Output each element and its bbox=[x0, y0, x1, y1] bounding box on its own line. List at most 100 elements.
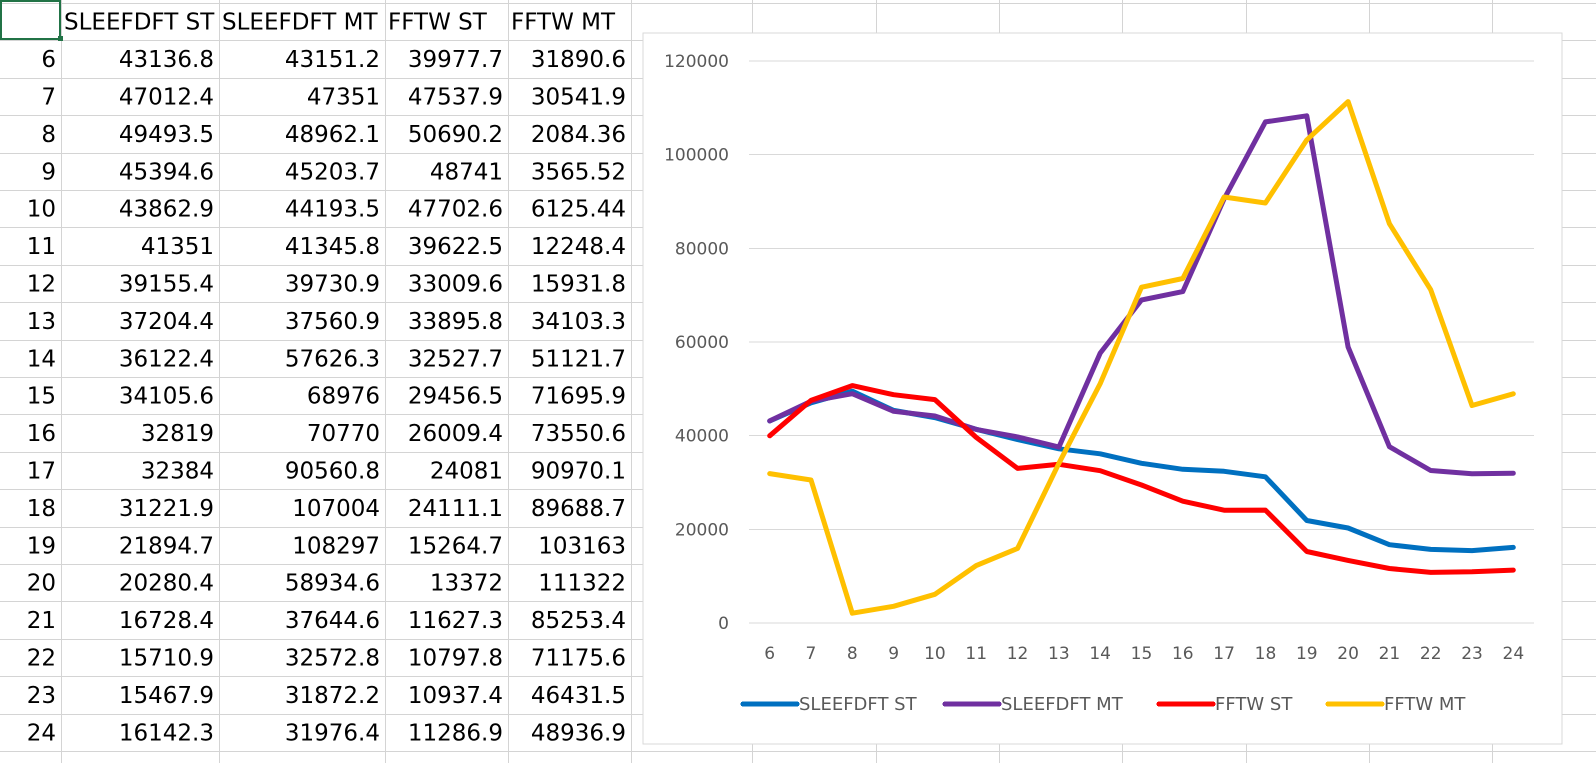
cell-sleefdft-mt[interactable]: 44193.5 bbox=[285, 197, 380, 223]
cell-sleefdft-st[interactable]: 49493.5 bbox=[119, 122, 214, 148]
cell-sleefdft-st[interactable]: 36122.4 bbox=[119, 346, 214, 372]
cell-sleefdft-st[interactable]: 21894.7 bbox=[119, 533, 214, 559]
series-line-sleefdft-mt[interactable] bbox=[767, 113, 1516, 477]
cell-fftw-mt[interactable]: 3565.52 bbox=[531, 159, 626, 185]
cell-row-header[interactable]: 14 bbox=[27, 346, 56, 372]
legend-label-sleefdft-st[interactable]: SLEEFDFT ST bbox=[799, 694, 918, 715]
cell-sleefdft-st[interactable]: 39155.4 bbox=[119, 272, 214, 298]
cell-fftw-st[interactable]: 24111.1 bbox=[408, 496, 503, 522]
cell-sleefdft-st[interactable]: 43862.9 bbox=[119, 197, 214, 223]
cell-sleefdft-st[interactable]: 32384 bbox=[141, 459, 214, 485]
cell-row-header[interactable]: 7 bbox=[41, 85, 56, 111]
cell-row-header[interactable]: 18 bbox=[27, 496, 56, 522]
header-sleefdft-mt[interactable]: SLEEFDFT MT bbox=[222, 10, 378, 36]
cell-fftw-mt[interactable]: 31890.6 bbox=[531, 47, 626, 73]
cell-sleefdft-st[interactable]: 41351 bbox=[141, 234, 214, 260]
cell-sleefdft-st[interactable]: 31221.9 bbox=[119, 496, 214, 522]
cell-sleefdft-st[interactable]: 43136.8 bbox=[119, 47, 214, 73]
cell-fftw-st[interactable]: 11627.3 bbox=[408, 608, 503, 634]
cell-fftw-mt[interactable]: 15931.8 bbox=[531, 272, 626, 298]
cell-sleefdft-st[interactable]: 47012.4 bbox=[119, 85, 214, 111]
cell-row-header[interactable]: 21 bbox=[27, 608, 56, 634]
cell-sleefdft-mt[interactable]: 90560.8 bbox=[285, 459, 380, 485]
cell-fftw-mt[interactable]: 103163 bbox=[538, 533, 626, 559]
cell-sleefdft-mt[interactable]: 41345.8 bbox=[285, 234, 380, 260]
cell-fftw-st[interactable]: 48741 bbox=[430, 159, 503, 185]
cell-fftw-st[interactable]: 47537.9 bbox=[408, 85, 503, 111]
cell-fftw-mt[interactable]: 30541.9 bbox=[531, 85, 626, 111]
legend-label-fftw-st[interactable]: FFTW ST bbox=[1215, 694, 1293, 715]
cell-row-header[interactable]: 23 bbox=[27, 683, 56, 709]
cell-sleefdft-mt[interactable]: 70770 bbox=[307, 421, 380, 447]
cell-fftw-mt[interactable]: 12248.4 bbox=[531, 234, 626, 260]
cell-fftw-st[interactable]: 10797.8 bbox=[408, 646, 503, 672]
cell-sleefdft-mt[interactable]: 37644.6 bbox=[285, 608, 380, 634]
fill-handle[interactable] bbox=[58, 36, 63, 41]
cell-row-header[interactable]: 10 bbox=[27, 197, 56, 223]
cell-sleefdft-mt[interactable]: 58934.6 bbox=[285, 571, 380, 597]
header-fftw-st[interactable]: FFTW ST bbox=[388, 10, 488, 36]
cell-sleefdft-mt[interactable]: 48962.1 bbox=[285, 122, 380, 148]
cell-sleefdft-st[interactable]: 32819 bbox=[141, 421, 214, 447]
cell-fftw-mt[interactable]: 90970.1 bbox=[531, 459, 626, 485]
cell-row-header[interactable]: 17 bbox=[27, 459, 56, 485]
cell-fftw-mt[interactable]: 46431.5 bbox=[531, 683, 626, 709]
legend-label-sleefdft-mt[interactable]: SLEEFDFT MT bbox=[1001, 694, 1124, 715]
cell-fftw-mt[interactable]: 85253.4 bbox=[531, 608, 626, 634]
cell-sleefdft-mt[interactable]: 57626.3 bbox=[285, 346, 380, 372]
cell-sleefdft-mt[interactable]: 45203.7 bbox=[285, 159, 380, 185]
cell-row-header[interactable]: 11 bbox=[27, 234, 56, 260]
cell-sleefdft-st[interactable]: 34105.6 bbox=[119, 384, 214, 410]
cell-sleefdft-st[interactable]: 16728.4 bbox=[119, 608, 214, 634]
cell-fftw-mt[interactable]: 51121.7 bbox=[531, 346, 626, 372]
cell-fftw-mt[interactable]: 2084.36 bbox=[531, 122, 626, 148]
cell-fftw-st[interactable]: 10937.4 bbox=[408, 683, 503, 709]
cell-sleefdft-st[interactable]: 15710.9 bbox=[119, 646, 214, 672]
chart-area[interactable] bbox=[642, 32, 1563, 745]
cell-fftw-st[interactable]: 32527.7 bbox=[408, 346, 503, 372]
cell-sleefdft-mt[interactable]: 107004 bbox=[292, 496, 380, 522]
cell-sleefdft-st[interactable]: 45394.6 bbox=[119, 159, 214, 185]
cell-sleefdft-mt[interactable]: 31872.2 bbox=[285, 683, 380, 709]
cell-row-header[interactable]: 24 bbox=[27, 720, 56, 746]
cell-fftw-st[interactable]: 39977.7 bbox=[408, 47, 503, 73]
cell-fftw-mt[interactable]: 71695.9 bbox=[531, 384, 626, 410]
cell-sleefdft-mt[interactable]: 39730.9 bbox=[285, 272, 380, 298]
cell-row-header[interactable]: 12 bbox=[27, 272, 56, 298]
cell-fftw-mt[interactable]: 89688.7 bbox=[531, 496, 626, 522]
cell-sleefdft-st[interactable]: 16142.3 bbox=[119, 720, 214, 746]
cell-sleefdft-mt[interactable]: 47351 bbox=[307, 85, 380, 111]
selected-cell-a1[interactable] bbox=[0, 0, 61, 40]
chart-legend[interactable]: SLEEFDFT ST SLEEFDFT MT FFTW ST FFTW MT bbox=[740, 694, 1466, 715]
cell-row-header[interactable]: 20 bbox=[27, 571, 56, 597]
cell-sleefdft-mt[interactable]: 43151.2 bbox=[285, 47, 380, 73]
cell-sleefdft-st[interactable]: 37204.4 bbox=[119, 309, 214, 335]
cell-fftw-st[interactable]: 13372 bbox=[430, 571, 503, 597]
cell-fftw-mt[interactable]: 111322 bbox=[538, 571, 626, 597]
cell-fftw-mt[interactable]: 34103.3 bbox=[531, 309, 626, 335]
cell-row-header[interactable]: 9 bbox=[41, 159, 56, 185]
cell-row-header[interactable]: 22 bbox=[27, 646, 56, 672]
cell-sleefdft-mt[interactable]: 31976.4 bbox=[285, 720, 380, 746]
cell-fftw-st[interactable]: 33895.8 bbox=[408, 309, 503, 335]
cell-fftw-mt[interactable]: 71175.6 bbox=[531, 646, 626, 672]
cell-fftw-mt[interactable]: 73550.6 bbox=[531, 421, 626, 447]
legend-label-fftw-mt[interactable]: FFTW MT bbox=[1384, 694, 1466, 715]
cell-fftw-st[interactable]: 15264.7 bbox=[408, 533, 503, 559]
series-line-fftw-st[interactable] bbox=[767, 383, 1516, 575]
cell-fftw-st[interactable]: 39622.5 bbox=[408, 234, 503, 260]
cell-row-header[interactable]: 15 bbox=[27, 384, 56, 410]
cell-sleefdft-mt[interactable]: 37560.9 bbox=[285, 309, 380, 335]
cell-fftw-st[interactable]: 11286.9 bbox=[408, 720, 503, 746]
cell-row-header[interactable]: 13 bbox=[27, 309, 56, 335]
cell-fftw-st[interactable]: 50690.2 bbox=[408, 122, 503, 148]
cell-fftw-st[interactable]: 24081 bbox=[430, 459, 503, 485]
series-line-fftw-mt[interactable] bbox=[767, 99, 1516, 616]
cell-fftw-st[interactable]: 33009.6 bbox=[408, 272, 503, 298]
line-chart[interactable]: 0 20000 40000 60000 80000 100000 120000 6 7 8 9 10… bbox=[642, 32, 1563, 745]
cell-fftw-st[interactable]: 26009.4 bbox=[408, 421, 503, 447]
cell-sleefdft-st[interactable]: 20280.4 bbox=[119, 571, 214, 597]
cell-row-header[interactable]: 19 bbox=[27, 533, 56, 559]
header-fftw-mt[interactable]: FFTW MT bbox=[511, 10, 616, 36]
cell-sleefdft-st[interactable]: 15467.9 bbox=[119, 683, 214, 709]
